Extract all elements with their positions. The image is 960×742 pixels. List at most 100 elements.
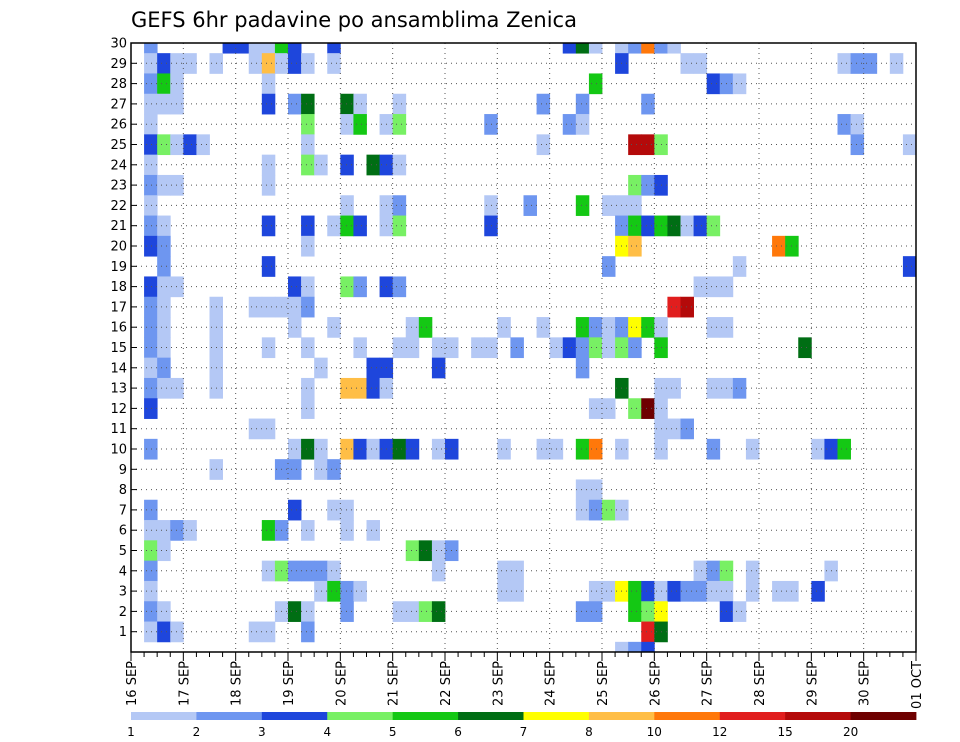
- y-tick-label: 29: [110, 57, 127, 72]
- heatmap-cell: [588, 601, 603, 622]
- heatmap-cell: [144, 398, 158, 419]
- heatmap-cell: [510, 337, 524, 359]
- heatmap-cell: [301, 377, 315, 399]
- heatmap-cell: [301, 438, 315, 460]
- heatmap-cell: [144, 560, 158, 582]
- heatmap-cell: [144, 357, 158, 379]
- heatmap-cell: [340, 601, 354, 622]
- heatmap-cell: [484, 195, 498, 216]
- x-tick-label: 28 SEP: [753, 661, 768, 706]
- heatmap-cell: [157, 256, 171, 277]
- heatmap-cell: [366, 357, 380, 379]
- heatmap-cell: [157, 276, 171, 298]
- colorbar-swatch: [523, 712, 590, 720]
- x-tick-label: 24 SEP: [544, 661, 559, 706]
- heatmap-cell: [497, 438, 511, 460]
- heatmap-cell: [144, 174, 158, 196]
- heatmap-cell: [588, 499, 603, 521]
- x-tick-label: 30 SEP: [858, 661, 873, 706]
- heatmap-cell: [575, 499, 590, 521]
- heatmap-cell: [706, 276, 721, 298]
- heatmap-cell: [392, 601, 407, 622]
- heatmap-cell: [902, 256, 917, 277]
- heatmap-cell: [628, 235, 642, 257]
- heatmap-cell: [314, 580, 328, 602]
- colorbar-swatch: [261, 712, 328, 720]
- colorbar-label: 5: [389, 725, 397, 739]
- heatmap-cell: [261, 93, 276, 115]
- heatmap-cell: [288, 317, 302, 338]
- heatmap-cell: [366, 154, 380, 176]
- heatmap-cell: [706, 73, 721, 95]
- heatmap-cell: [602, 195, 616, 216]
- heatmap-cell: [431, 337, 446, 359]
- heatmap-cell: [575, 114, 590, 135]
- y-tick-label: 19: [110, 260, 127, 275]
- heatmap-cell: [301, 114, 315, 135]
- heatmap-cell: [327, 499, 341, 521]
- heatmap-cell: [314, 154, 328, 176]
- heatmap-cell: [706, 560, 721, 582]
- heatmap-cell: [327, 580, 341, 602]
- heatmap-cell: [536, 438, 551, 460]
- heatmap-cell: [366, 520, 380, 541]
- heatmap-cell: [340, 215, 354, 237]
- heatmap-cell: [497, 580, 511, 602]
- heatmap-cell: [353, 93, 367, 115]
- heatmap-cell: [222, 43, 237, 54]
- heatmap-cell: [144, 520, 158, 541]
- heatmap-cell: [732, 377, 747, 399]
- heatmap-cell: [680, 418, 694, 440]
- heatmap-cell: [261, 418, 276, 440]
- heatmap-cell: [261, 621, 276, 643]
- y-tick-label: 9: [119, 463, 127, 478]
- colorbar-label: 2: [193, 725, 201, 739]
- x-tick-label: 20 SEP: [334, 661, 349, 706]
- heatmap-cell: [261, 215, 276, 237]
- heatmap-cell: [301, 520, 315, 541]
- heatmap-cell: [261, 256, 276, 277]
- heatmap-cell: [301, 134, 315, 156]
- heatmap-cell: [641, 174, 655, 196]
- heatmap-cell: [261, 296, 276, 318]
- heatmap-cell: [628, 398, 642, 419]
- heatmap-cell: [798, 337, 812, 359]
- heatmap-cell: [510, 560, 524, 582]
- x-axis: 16 SEP 17 SEP 18 SEP 19 SEP 20 SEP 21 SEP 22 S…: [125, 652, 925, 709]
- heatmap-cell: [288, 93, 302, 115]
- x-tick-label: 22 SEP: [439, 661, 454, 706]
- x-tick-label: 18 SEP: [230, 661, 245, 706]
- heatmap-cell: [157, 337, 171, 359]
- heatmap-cell: [144, 195, 158, 216]
- colorbar-swatch: [131, 712, 197, 720]
- y-tick-label: 23: [110, 179, 127, 194]
- heatmap-cell: [157, 377, 171, 399]
- colorbar-swatch: [327, 712, 394, 720]
- y-tick-label: 7: [119, 503, 127, 518]
- heatmap-cell: [157, 540, 171, 562]
- heatmap-cell: [628, 317, 642, 338]
- heatmap-cell: [157, 235, 171, 257]
- heatmap-cell: [588, 73, 603, 95]
- heatmap-cell: [588, 337, 603, 359]
- heatmap-cell: [183, 520, 197, 541]
- heatmap-cell: [536, 317, 551, 338]
- heatmap-cell: [144, 317, 158, 338]
- y-tick-label: 2: [119, 605, 127, 620]
- heatmap-cell: [628, 337, 642, 359]
- heatmap-cell: [680, 53, 694, 74]
- heatmap-cell: [196, 134, 210, 156]
- y-tick-label: 13: [110, 382, 127, 397]
- heatmap-cell: [314, 459, 328, 480]
- heatmap-cell: [301, 560, 315, 582]
- heatmap-cell: [628, 580, 642, 602]
- heatmap-cell: [588, 398, 603, 419]
- heatmap-cell: [392, 438, 407, 460]
- heatmap-cell: [405, 317, 420, 338]
- heatmap-cell: [144, 601, 158, 622]
- heatmap-cell: [366, 438, 380, 460]
- heatmap-cell: [392, 114, 407, 135]
- y-tick-label: 26: [110, 118, 127, 133]
- heatmap-cell: [431, 540, 446, 562]
